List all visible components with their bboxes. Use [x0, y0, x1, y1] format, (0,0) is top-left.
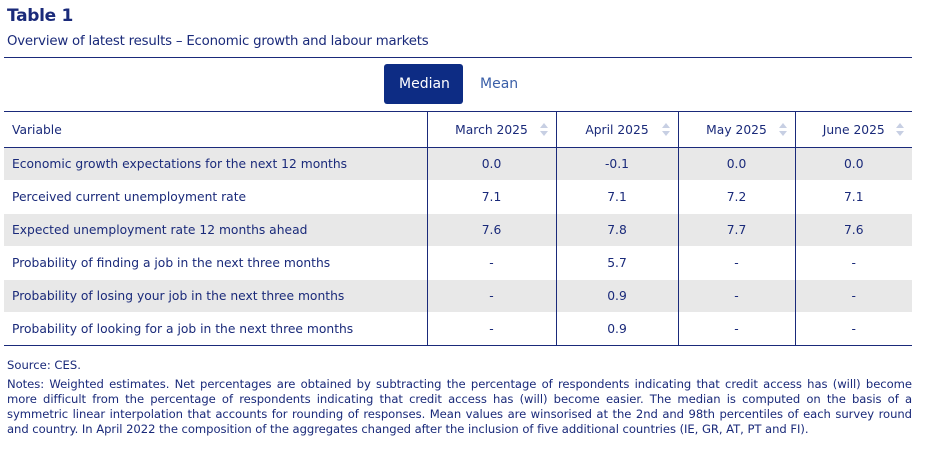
cell-value: 7.6: [794, 213, 912, 247]
cell-value: 7.2: [677, 180, 795, 214]
column-header-variable: Variable: [4, 111, 427, 148]
cell-value: -: [794, 279, 912, 313]
row-label: Expected unemployment rate 12 months ahe…: [4, 213, 427, 247]
column-header-may-2025[interactable]: May 2025: [677, 111, 795, 148]
cell-value: -: [677, 279, 795, 313]
cell-value: -0.1: [555, 147, 678, 181]
cell-value: 7.1: [555, 180, 678, 214]
column-header-label: May 2025: [706, 122, 767, 137]
table-row: Perceived current unemployment rate 7.1 …: [4, 180, 912, 214]
cell-value: -: [426, 312, 556, 346]
column-header-label: June 2025: [822, 122, 885, 137]
cell-value: 7.1: [794, 180, 912, 214]
cell-value: 0.9: [555, 279, 678, 313]
sort-icon[interactable]: [539, 123, 548, 137]
column-header-label: March 2025: [455, 122, 528, 137]
table-row: Probability of finding a job in the next…: [4, 246, 912, 280]
cell-value: 7.1: [426, 180, 556, 214]
table-subtitle: Overview of latest results – Economic gr…: [7, 34, 429, 49]
sort-icon[interactable]: [896, 123, 904, 137]
cell-value: -: [677, 312, 795, 346]
cell-value: 5.7: [555, 246, 678, 280]
table-row: Economic growth expectations for the nex…: [4, 147, 912, 181]
mean-button[interactable]: Mean: [480, 76, 519, 92]
cell-value: 0.0: [426, 147, 556, 181]
cell-value: -: [794, 246, 912, 280]
table-header-row: Variable March 2025 April 2025 May 2025 …: [4, 111, 912, 148]
cell-value: -: [677, 246, 795, 280]
row-label: Perceived current unemployment rate: [12, 190, 247, 204]
cell-value: 0.0: [794, 147, 912, 181]
column-header-june-2025[interactable]: June 2025: [794, 111, 912, 148]
table-title: Table 1: [7, 6, 74, 26]
column-header-march-2025[interactable]: March 2025: [426, 111, 556, 148]
sort-icon[interactable]: [661, 123, 670, 137]
cell-value: 7.7: [677, 213, 795, 247]
cell-value: -: [426, 279, 556, 313]
column-header-april-2025[interactable]: April 2025: [555, 111, 678, 148]
divider: [4, 57, 912, 58]
table-row: Expected unemployment rate 12 months ahe…: [4, 213, 912, 247]
table-row: Probability of looking for a job in the …: [4, 312, 912, 346]
median-button[interactable]: Median: [384, 64, 463, 104]
notes-text: Notes: Weighted estimates. Net percentag…: [7, 377, 912, 436]
source-note: Source: CES.: [7, 358, 81, 372]
cell-value: 0.9: [555, 312, 678, 346]
cell-value: 7.8: [555, 213, 678, 247]
sort-icon[interactable]: [778, 123, 787, 137]
median-mean-toggle: Median Mean: [384, 64, 533, 104]
results-table: Variable March 2025 April 2025 May 2025 …: [4, 111, 912, 346]
row-label: Probability of looking for a job in the …: [12, 322, 354, 336]
column-header-label: April 2025: [585, 122, 649, 137]
row-label: Economic growth expectations for the nex…: [4, 147, 427, 181]
cell-value: 0.0: [677, 147, 795, 181]
row-label: Probability of losing your job in the ne…: [4, 279, 427, 313]
cell-value: -: [426, 246, 556, 280]
cell-value: 7.6: [426, 213, 556, 247]
table-row: Probability of losing your job in the ne…: [4, 279, 912, 313]
row-label: Probability of finding a job in the next…: [12, 256, 331, 270]
cell-value: -: [794, 312, 912, 346]
